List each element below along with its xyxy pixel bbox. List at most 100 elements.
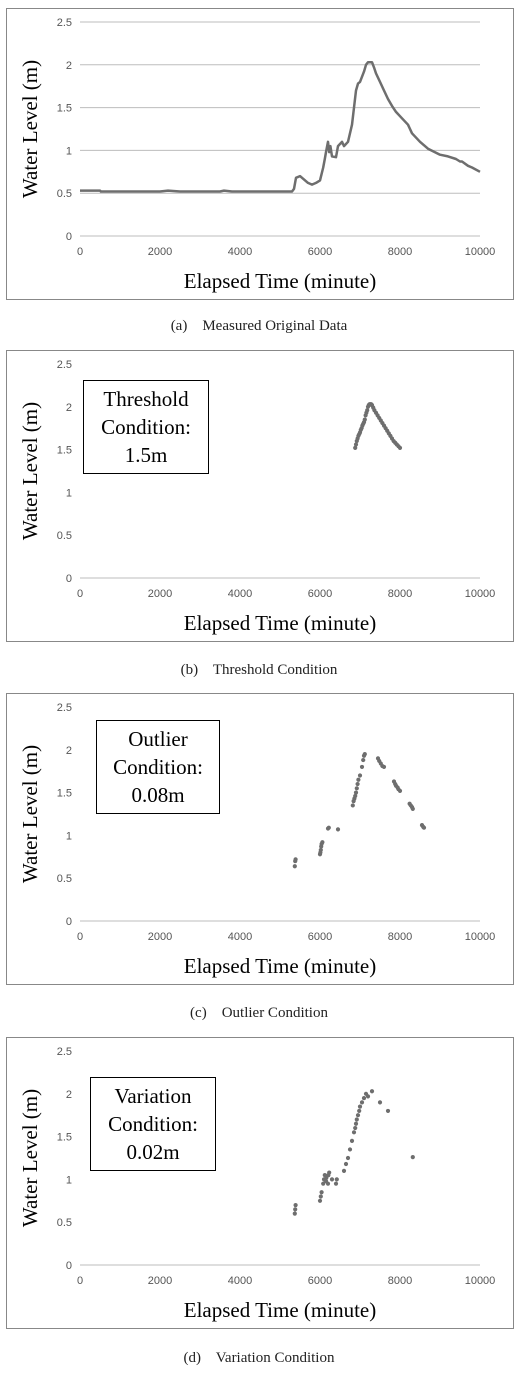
data-point [397,788,403,793]
data-point [349,1138,355,1143]
data-point [327,1170,332,1175]
chart-panel-d: 0 0.5 1 1.5 2 2.5 0 2000 4000 6000 8000 10000 Elapse… [6,1037,514,1329]
chart-frame [6,8,514,300]
y-axis-title: Water Level (m) [18,402,42,540]
data-point [361,1095,367,1101]
x-tick-label: 6000 [308,588,332,600]
data-point [353,790,359,795]
data-point [293,857,298,862]
annotation-line: Outlier [128,727,188,751]
data-point [350,803,355,808]
annotation-box-d: Variation Condition: 0.02m [90,1077,216,1171]
x-tick-label: 8000 [388,931,412,943]
data-point [410,1155,415,1160]
x-axis-title: Elapsed Time (minute) [184,954,377,978]
data-point [381,764,387,770]
data-point [318,847,323,853]
x-tick-label: 8000 [388,588,412,600]
x-tick-label: 2000 [148,931,172,943]
series-line [80,60,481,193]
x-tick-label: 0 [77,1275,83,1287]
x-tick-label: 2000 [148,246,172,258]
y-tick-label: 0.5 [57,1217,72,1229]
x-axis-title: Elapsed Time (minute) [184,269,377,293]
data-point [354,1117,359,1122]
x-tick-label: 4000 [228,931,252,943]
y-tick-label: 1 [66,487,72,499]
data-point [347,1147,353,1152]
caption-a: (a) Measured Original Data [170,318,348,334]
data-point [326,825,331,830]
data-point [353,1121,359,1126]
data-point [293,1207,298,1212]
data-point [343,1161,349,1167]
caption-c: (c) Outlier Condition [190,1005,328,1021]
data-point [333,1181,339,1186]
data-point [357,773,363,778]
annotation-line: Variation [114,1084,192,1108]
data-point [369,1089,375,1094]
chart-frame [6,693,514,985]
x-tick-label: 4000 [228,1275,252,1287]
annotation-line: Condition: [113,755,203,779]
y-tick-label: 0 [66,916,72,928]
y-tick-label: 1.5 [57,788,72,800]
data-point [359,764,365,770]
y-axis-title: Water Level (m) [18,1089,42,1227]
y-tick-label: 2 [66,745,72,757]
x-tick-label: 2000 [148,588,172,600]
x-tick-label: 8000 [388,246,412,258]
y-tick-label: 2.5 [57,359,72,371]
x-tick-label: 6000 [308,931,332,943]
y-axis-title: Water Level (m) [18,745,42,883]
x-tick-label: 6000 [308,246,332,258]
y-axis-title: Water Level (m) [18,60,42,198]
data-point [317,1198,323,1203]
caption-b: (b) Threshold Condition [180,662,338,678]
annotation-line: 1.5m [124,443,168,467]
data-point [359,1100,365,1105]
x-tick-label: 8000 [388,1275,412,1287]
data-point [329,1177,335,1182]
y-tick-label: 0 [66,1260,72,1272]
data-point [355,1113,361,1118]
y-tick-label: 2 [66,1089,72,1101]
x-tick-label: 2000 [148,1275,172,1287]
y-tick-label: 1 [66,830,72,842]
data-point [335,827,341,832]
data-point [362,751,367,757]
data-point [361,757,366,763]
annotation-box-c: Outlier Condition: 0.08m [96,720,220,814]
y-tick-label: 0 [66,231,72,243]
caption-d: (d) Variation Condition [183,1350,335,1366]
data-point [365,1094,371,1099]
annotation-line: 0.08m [131,783,185,807]
chart-c: 0 0.5 1 1.5 2 2.5 0 2000 4000 6000 8000 10000 Elapse… [6,693,514,985]
x-tick-label: 10000 [465,246,496,258]
data-point [318,1194,323,1199]
data-point [292,1211,297,1216]
annotation-box-b: Threshold Condition: 1.5m [83,380,209,474]
y-tick-label: 2 [66,60,72,72]
chart-panel-c: 0 0.5 1 1.5 2 2.5 0 2000 4000 6000 8000 10000 Elapse… [6,693,514,985]
x-tick-label: 0 [77,588,83,600]
chart-a: 0 0.5 1 1.5 2 2.5 0 2000 4000 6000 8000 10000 Elapse… [6,8,514,300]
data-point [353,445,358,450]
chart-panel-a: 0 0.5 1 1.5 2 2.5 0 2000 4000 6000 8000 10000 Elapse… [6,8,514,300]
data-point [353,442,359,447]
data-point [353,793,358,799]
data-point [320,840,325,845]
data-point [355,781,360,787]
data-point [357,1108,362,1114]
data-point [345,1155,351,1161]
data-point [292,864,297,869]
y-tick-label: 1.5 [57,1132,72,1144]
data-point [410,806,415,811]
data-point [293,1202,298,1208]
x-tick-label: 4000 [228,588,252,600]
data-point [321,1181,326,1186]
data-point [354,786,359,791]
data-point [319,1190,324,1195]
y-tick-label: 1.5 [57,445,72,457]
y-tick-label: 0 [66,573,72,585]
